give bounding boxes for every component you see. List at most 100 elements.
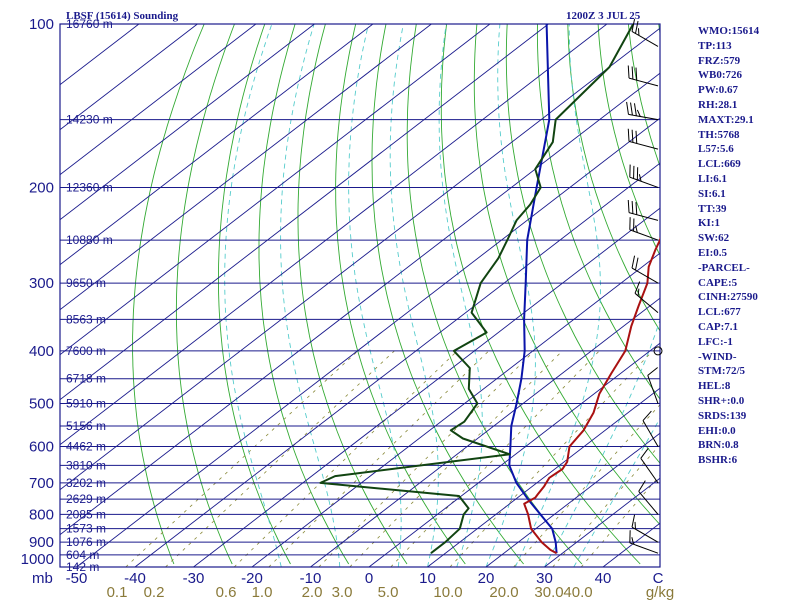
- wind-barb-staff: [640, 458, 659, 484]
- wind-barb-flag: [636, 109, 641, 117]
- mixing-ratio-label: 20.0: [489, 584, 518, 600]
- mixing-ratio-label: 0.1: [107, 584, 128, 600]
- wind-barb-flag: [631, 537, 635, 545]
- wind-barb-flag: [631, 255, 636, 269]
- dry-adiabat: [473, 24, 660, 526]
- wind-barb-flag: [634, 281, 641, 294]
- temperature-label: -50: [66, 570, 88, 587]
- temperature-label: 10: [419, 570, 436, 587]
- index-item: CINH:27590: [698, 291, 758, 304]
- height-label: 9650 m: [66, 276, 106, 290]
- wind-barb: [631, 255, 659, 284]
- wind-barb-staff: [634, 292, 659, 313]
- moist-adiabat: [485, 24, 536, 567]
- temperature-label: -20: [241, 570, 263, 587]
- mixing-ratio-line: [125, 350, 359, 567]
- index-item: -WIND-: [698, 350, 737, 363]
- dewpoint-line: [319, 24, 635, 554]
- wind-barb-flag: [633, 103, 637, 116]
- wind-barb: [627, 65, 659, 87]
- wind-barb: [631, 514, 659, 543]
- pressure-unit-label: mb: [32, 570, 53, 587]
- mixing-ratio-label: 10.0: [433, 584, 462, 600]
- height-label: 16760 m: [66, 17, 113, 31]
- dry-adiabat: [780, 24, 800, 564]
- height-label: 1573 m: [66, 522, 106, 536]
- mixing-ratio-line: [349, 350, 563, 567]
- wind-barb: [629, 530, 659, 554]
- wind-barb: [631, 18, 659, 47]
- dry-adiabat: [218, 24, 291, 565]
- mixing-ratio-label: 3.0: [332, 584, 353, 600]
- dry-adiabat: [371, 24, 524, 565]
- index-item: HEL:8: [698, 380, 731, 393]
- wind-barb-staff: [629, 176, 659, 188]
- wind-barb-flag: [647, 367, 658, 376]
- index-item: LCL:669: [698, 158, 741, 171]
- temperature-line: [523, 236, 660, 555]
- index-item: RH:28.1: [698, 98, 738, 111]
- pressure-label: 700: [29, 475, 54, 492]
- height-label: 8563 m: [66, 312, 106, 326]
- height-label: 604 m: [66, 548, 99, 562]
- isotherm: [60, 24, 549, 401]
- wind-barb-flag: [634, 20, 639, 34]
- height-label: 3810 m: [66, 458, 106, 472]
- indices-panel: WMO:15614 TP:113 FRZ:579 WB0:726 PW:0.67 RH:2…: [698, 24, 759, 468]
- index-item: SRDS:139: [698, 409, 747, 422]
- height-label: 14230 m: [66, 113, 113, 127]
- chart-title-time: 1200Z 3 JUL 25: [566, 10, 641, 22]
- index-item: EI:0.5: [698, 246, 728, 259]
- wind-barb-staff: [631, 31, 659, 47]
- wind-barb: [627, 128, 659, 150]
- wind-barb-flag: [638, 480, 646, 492]
- wind-barbs: [626, 18, 663, 554]
- temperature-label: -30: [183, 570, 205, 587]
- height-label: 2629 m: [66, 492, 106, 506]
- dry-adiabat: [627, 24, 660, 168]
- wind-barb-flag: [631, 514, 636, 528]
- isotherm: [60, 24, 315, 221]
- pressure-label: 200: [29, 179, 54, 196]
- isotherm: [251, 252, 660, 567]
- index-item: LCL:677: [698, 306, 741, 319]
- mixing-ratio-line: [318, 350, 535, 567]
- isotherm: [60, 24, 198, 131]
- index-item: SW:62: [698, 232, 730, 245]
- index-item: BRN:0.8: [698, 439, 739, 452]
- index-item: WB0:726: [698, 69, 742, 82]
- mixing-ratio-label: 2.0: [302, 584, 323, 600]
- index-item: WMO:15614: [698, 25, 760, 37]
- index-item: -PARCEL-: [698, 261, 750, 274]
- index-item: FRZ:579: [698, 54, 741, 67]
- wind-barb-staff: [638, 491, 659, 515]
- index-item: CAPE:5: [698, 276, 738, 289]
- temperature-labels: mb -50 -40 -30 -20 -10 0 10 20 30 40 C: [32, 570, 664, 587]
- moist-adiabat: [544, 318, 660, 567]
- pressure-label: 800: [29, 506, 54, 523]
- mixing-ratio-line: [165, 350, 395, 567]
- wind-barb: [629, 164, 659, 188]
- wind-barb-staff: [629, 542, 659, 554]
- mixing-ratio-label: 5.0: [378, 584, 399, 600]
- dry-adiabat: [536, 24, 660, 400]
- index-item: MAXT:29.1: [698, 113, 754, 126]
- dry-adiabat: [132, 24, 205, 565]
- wind-barb: [634, 281, 659, 313]
- height-label: 2085 m: [66, 507, 106, 521]
- wind-barb-staff: [628, 113, 659, 121]
- wind-barb-flag: [631, 201, 634, 214]
- isotherm: [60, 24, 374, 266]
- wind-barb-flag: [631, 129, 634, 143]
- mixing-ratio-label: 30.0: [534, 584, 563, 600]
- temperature-label: -40: [124, 570, 146, 587]
- isotherm: [60, 24, 432, 311]
- dry-adiabat: [335, 24, 466, 565]
- index-item: SI:6.1: [698, 187, 726, 200]
- height-label: 3202 m: [66, 476, 106, 490]
- mixing-ratio-unit-label: g/kg: [646, 584, 674, 600]
- index-item: PW:0.67: [698, 84, 739, 97]
- pressure-label: 300: [29, 275, 54, 292]
- height-label: 10880 m: [66, 233, 113, 247]
- index-item: KI:1: [698, 217, 720, 230]
